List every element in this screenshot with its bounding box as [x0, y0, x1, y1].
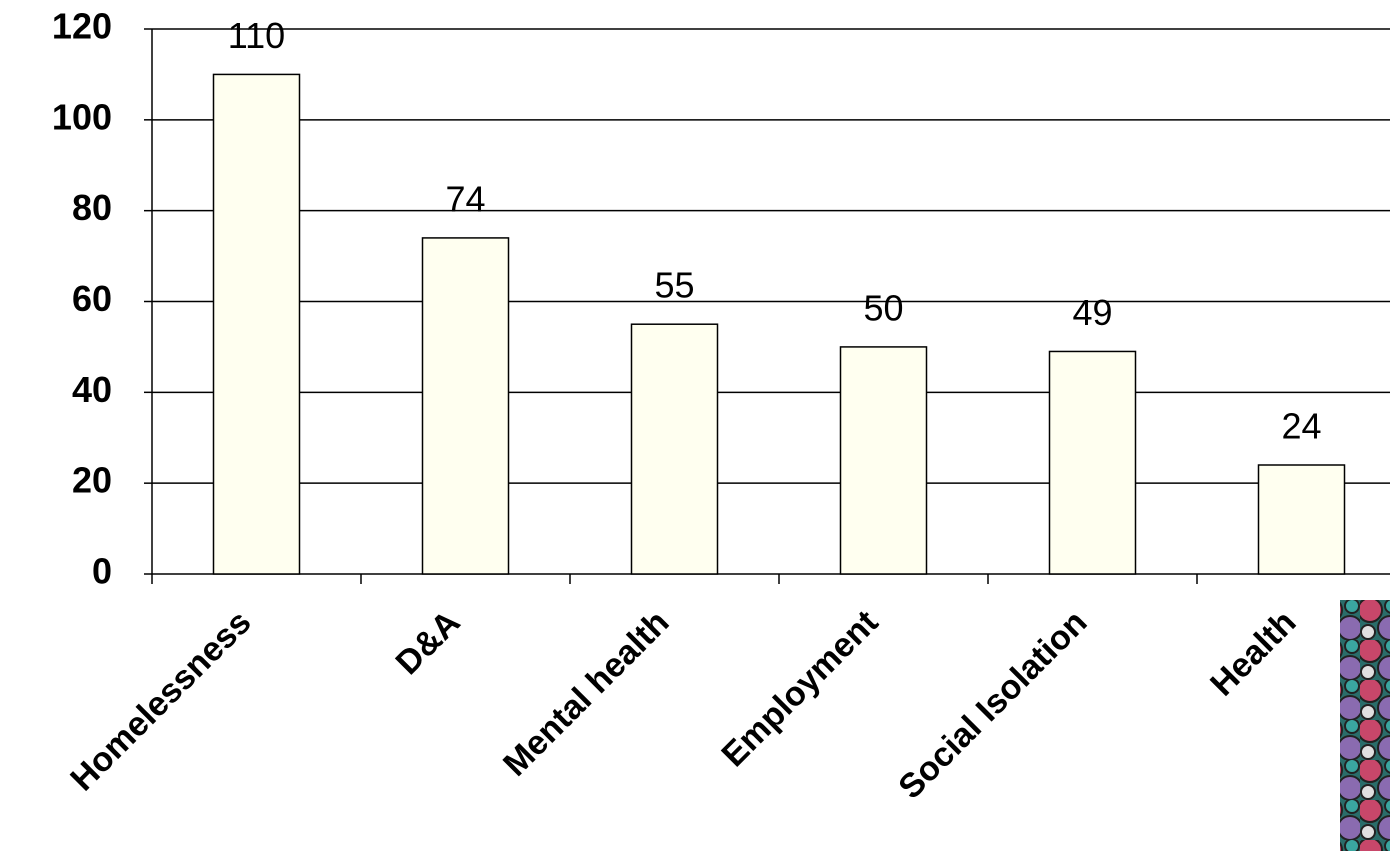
x-tick-label: D&A	[389, 603, 468, 682]
value-label: 110	[228, 15, 285, 56]
x-tick-label: Homelessness	[63, 603, 258, 798]
x-tick-label: Social Isolation	[891, 603, 1094, 806]
x-tick-label: Health	[1203, 603, 1303, 703]
value-label: 50	[863, 287, 903, 328]
value-label: 49	[1072, 292, 1112, 333]
value-label: 74	[445, 178, 485, 219]
bar	[212, 73, 301, 575]
y-tick-label: 80	[72, 187, 112, 228]
bar	[421, 237, 510, 575]
x-tick-label: Mental health	[496, 603, 676, 783]
y-tick-label: 120	[52, 6, 112, 47]
y-tick-label: 60	[72, 278, 112, 319]
y-tick-label: 100	[52, 96, 112, 137]
bar	[630, 323, 719, 575]
y-tick-label: 0	[92, 551, 112, 592]
value-label: 55	[654, 265, 694, 306]
bar	[1048, 350, 1137, 575]
y-tick-label: 40	[72, 369, 112, 410]
value-label: 24	[1281, 406, 1321, 447]
x-tick-label: Employment	[714, 603, 885, 774]
decorative-image	[1340, 600, 1390, 851]
y-tick-label: 20	[72, 460, 112, 501]
bar	[1257, 464, 1346, 575]
bar	[839, 346, 928, 575]
